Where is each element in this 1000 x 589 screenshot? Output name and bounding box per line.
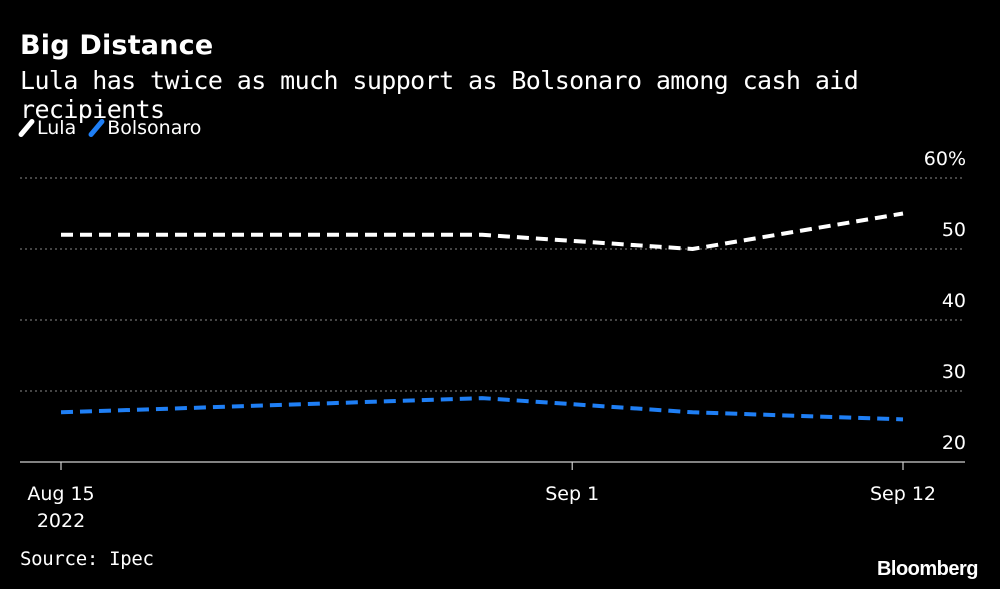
x-tick-label-2: Sep 12 xyxy=(870,483,936,505)
legend: Lula Bolsonaro xyxy=(17,117,215,139)
y-tick-label-30: 30 xyxy=(942,361,966,383)
series-line-lula xyxy=(61,211,904,251)
bloomberg-logo: Bloomberg xyxy=(876,558,979,580)
x-tick-label-1: Sep 1 xyxy=(545,483,599,505)
legend-item-lula: Lula xyxy=(17,117,77,139)
y-tick-label-20: 20 xyxy=(942,432,966,454)
legend-label-bolsonaro: Bolsonaro xyxy=(107,117,202,139)
source-note: Source: Ipec xyxy=(20,548,154,570)
y-tick-label-40: 40 xyxy=(942,290,966,312)
x-tick-label-0: Aug 15 xyxy=(27,483,94,505)
x-tick-sublabel-0: 2022 xyxy=(37,510,85,532)
y-tick-label-60: 60% xyxy=(924,148,966,170)
chart-subtitle: Lula has twice as much support as Bolson… xyxy=(20,66,859,124)
legend-item-bolsonaro: Bolsonaro xyxy=(87,117,202,139)
chart-title: Big Distance xyxy=(20,30,214,61)
series-line-bolsonaro xyxy=(60,396,904,422)
legend-label-lula: Lula xyxy=(37,117,77,139)
y-tick-label-50: 50 xyxy=(942,219,966,241)
